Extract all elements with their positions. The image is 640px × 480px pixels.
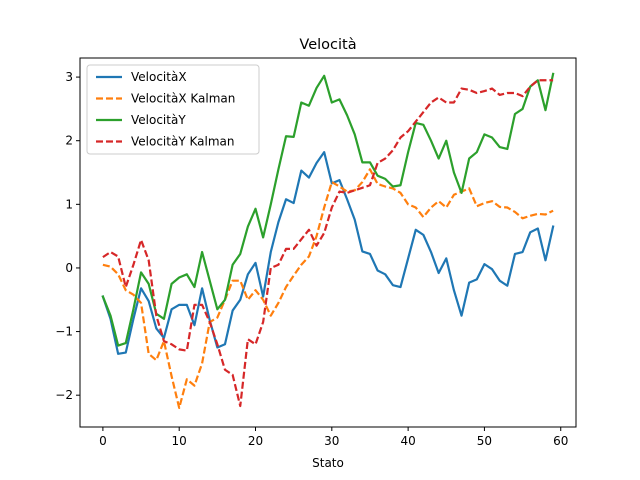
x-tick-label: 50: [477, 434, 492, 448]
y-tick-label: −2: [55, 388, 73, 402]
x-tick-label: 40: [400, 434, 415, 448]
x-tick-label: 10: [172, 434, 187, 448]
x-axis-title: Stato: [312, 456, 344, 470]
legend-label-1: VelocitàX: [131, 70, 187, 84]
series-line-4: [102, 79, 554, 408]
legend-box: [86, 64, 260, 155]
legend-label-3: VelocitàY: [131, 113, 186, 127]
y-tick-label: 2: [65, 134, 73, 148]
series-line-3: [101, 72, 555, 347]
y-tick-label: 1: [65, 197, 73, 211]
legend-label-2: VelocitàX Kalman: [131, 92, 235, 106]
y-tick-label: 3: [65, 70, 73, 84]
x-tick-label: 0: [99, 434, 107, 448]
legend-label-4: VelocitàY Kalman: [131, 135, 234, 149]
y-tick-label: 0: [65, 261, 73, 275]
plot-frame: [79, 57, 577, 428]
x-tick-label: 60: [553, 434, 568, 448]
chart-title: Velocità: [299, 37, 356, 53]
y-tick-label: −1: [55, 325, 73, 339]
x-tick-label: 30: [324, 434, 339, 448]
legend: VelocitàX VelocitàX Kalman VelocitàY Veloci…: [86, 64, 260, 155]
series-line-2: [102, 168, 554, 410]
plot-area: 0 10 20 30 40 50 60 −2 −1 0 1 2 3: [55, 57, 577, 448]
x-tick-label: 20: [248, 434, 263, 448]
series-line-1: [101, 151, 555, 355]
